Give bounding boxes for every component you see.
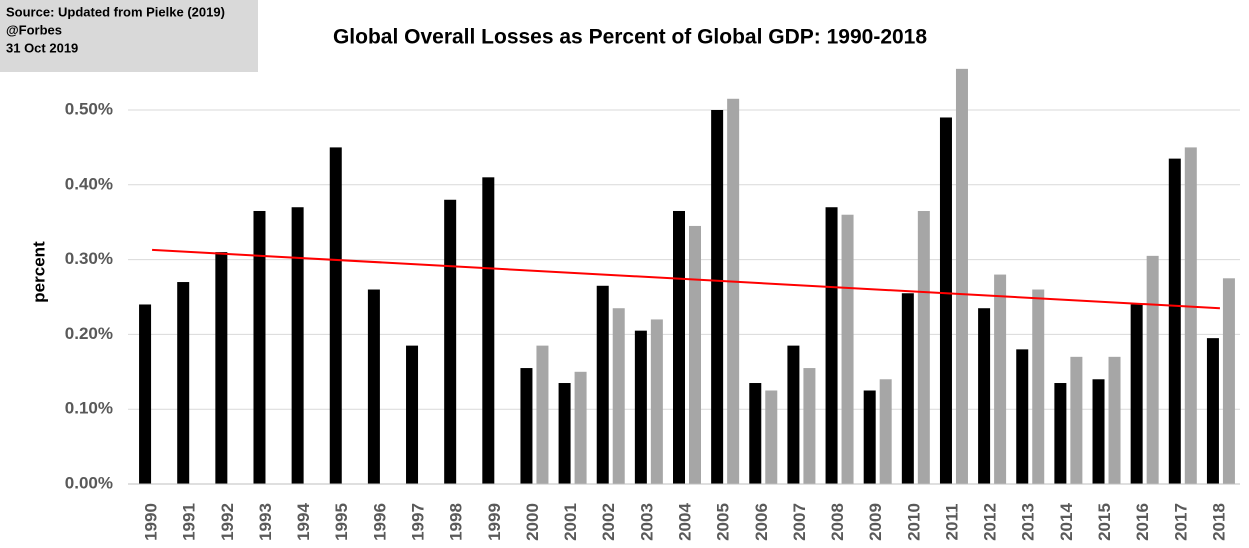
bar	[1146, 255, 1159, 484]
bar	[1222, 278, 1235, 484]
x-tick-label: 2002	[599, 503, 618, 541]
x-tick-label: 2015	[1095, 503, 1114, 541]
bar	[955, 68, 968, 485]
bar	[787, 345, 800, 484]
bar	[1054, 383, 1067, 484]
bar	[596, 285, 609, 484]
x-tick-label: 2013	[1019, 503, 1038, 541]
bar	[863, 390, 876, 484]
bar	[1184, 147, 1197, 484]
bar	[978, 308, 991, 484]
annotation: 31 Oct 2019	[6, 40, 78, 55]
annotation: @Forbes	[6, 22, 62, 37]
x-tick-label: 1997	[409, 503, 428, 541]
annotation-box	[0, 0, 258, 72]
bar	[520, 368, 533, 484]
x-tick-label: 2000	[523, 503, 542, 541]
y-tick-label: 0.10%	[65, 399, 113, 418]
x-tick-label: 1993	[256, 503, 275, 541]
bar	[749, 383, 762, 484]
bar	[253, 210, 266, 485]
bar	[1168, 158, 1181, 484]
x-tick-label: 2006	[752, 503, 771, 541]
bar	[215, 252, 228, 484]
x-tick-label: 2016	[1133, 503, 1152, 541]
bar	[329, 147, 342, 484]
bar	[1206, 338, 1219, 484]
x-tick-label: 1998	[447, 503, 466, 541]
bar	[482, 177, 495, 484]
x-tick-label: 2010	[904, 503, 923, 541]
bar	[917, 210, 930, 485]
x-tick-label: 2017	[1171, 503, 1190, 541]
bar	[673, 210, 685, 485]
bar	[803, 368, 816, 484]
bar	[406, 345, 419, 484]
bar	[825, 207, 838, 485]
bar	[1016, 349, 1029, 484]
x-tick-label: 2003	[637, 503, 656, 541]
trendline	[152, 248, 1220, 310]
bar	[291, 207, 304, 485]
bar	[901, 293, 914, 484]
x-tick-label: 2008	[828, 503, 847, 541]
x-tick-label: 2011	[942, 504, 961, 541]
bar	[1070, 356, 1083, 484]
x-tick-label: 2009	[866, 503, 885, 541]
x-tick-label: 2004	[675, 503, 694, 541]
bar	[841, 214, 854, 484]
bar	[765, 390, 778, 484]
y-axis-label: percent	[29, 241, 48, 303]
bar	[574, 371, 587, 484]
bar	[879, 379, 892, 484]
y-tick-label: 0.30%	[65, 249, 113, 268]
bar	[650, 319, 663, 484]
x-tick-label: 1992	[218, 503, 237, 541]
x-tick-label: 2012	[981, 503, 1000, 541]
x-tick-label: 2014	[1057, 503, 1076, 541]
bar	[536, 345, 549, 484]
y-tick-label: 0.40%	[65, 174, 113, 193]
bar	[1108, 356, 1121, 484]
bar	[1092, 379, 1105, 484]
bar	[1032, 289, 1045, 484]
chart-title: Global Overall Losses as Percent of Glob…	[333, 26, 927, 49]
bar	[1130, 304, 1143, 484]
x-tick-label: 1995	[332, 503, 351, 541]
x-tick-label: 1991	[180, 503, 199, 541]
bar	[939, 117, 952, 484]
x-tick-label: 2007	[790, 503, 809, 541]
bar	[177, 282, 190, 484]
bar	[727, 98, 740, 484]
bar	[634, 330, 647, 484]
bar	[558, 383, 571, 484]
bar	[689, 225, 701, 484]
x-tick-label: 1996	[370, 503, 389, 541]
x-tick-label: 2005	[714, 503, 733, 541]
y-tick-label: 0.20%	[65, 324, 113, 343]
bar	[711, 110, 724, 484]
x-tick-label: 1990	[142, 503, 161, 541]
annotation: Source: Updated from Pielke (2019)	[6, 4, 225, 19]
x-tick-label: 1994	[294, 503, 313, 541]
bar	[994, 274, 1007, 484]
y-tick-label: 0.50%	[65, 99, 113, 118]
y-tick-label: 0.00%	[65, 473, 113, 492]
bar	[367, 289, 380, 484]
x-tick-label: 2001	[561, 503, 580, 541]
bar	[139, 304, 152, 484]
bar	[612, 308, 625, 484]
x-tick-label: 2018	[1209, 503, 1228, 541]
x-tick-label: 1999	[485, 503, 504, 541]
bar	[444, 199, 457, 484]
